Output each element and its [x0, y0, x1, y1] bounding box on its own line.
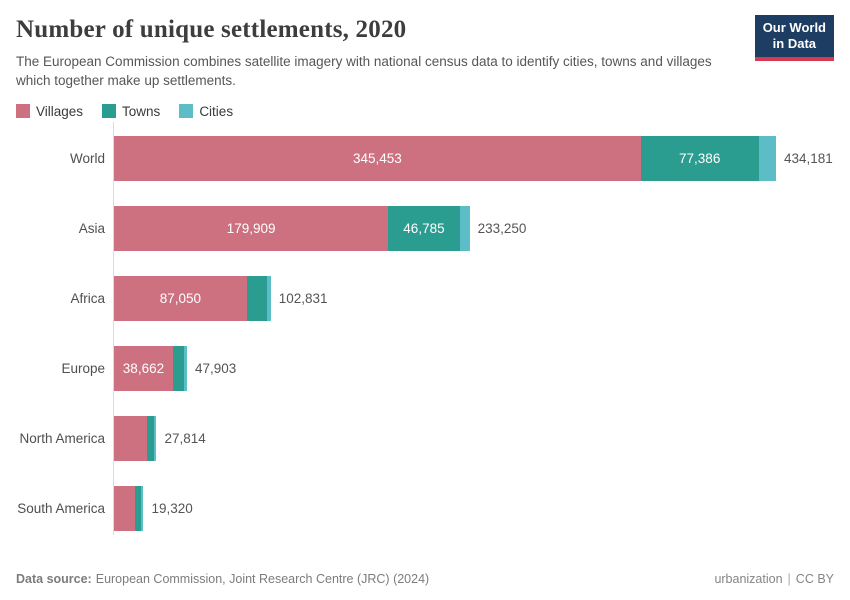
total-value-label: 102,831 — [278, 290, 328, 306]
y-axis-line — [113, 121, 114, 535]
bar-segment-towns[interactable]: 46,785 — [388, 205, 460, 251]
stacked-bar[interactable]: 179,909 46,785 — [114, 205, 470, 251]
bar-segment-villages[interactable]: 179,909 — [114, 205, 389, 251]
bar-segment-villages[interactable] — [114, 415, 148, 461]
bar-segment-villages[interactable]: 345,453 — [114, 135, 641, 181]
stacked-bar[interactable] — [114, 485, 144, 531]
data-source-label: Data source: — [16, 572, 92, 586]
page-title: Number of unique settlements, 2020 — [16, 16, 407, 43]
urbanization-link[interactable]: urbanization — [714, 572, 783, 586]
bar-segment-villages[interactable]: 38,662 — [114, 345, 173, 391]
stacked-bar[interactable]: 38,662 — [114, 345, 187, 391]
cc-by-label[interactable]: CC BY — [795, 572, 834, 586]
bar-segment-villages[interactable]: 87,050 — [114, 275, 247, 321]
legend-item-towns[interactable]: Towns — [102, 104, 160, 119]
legend-swatch-icon — [102, 104, 117, 119]
legend-label: Cities — [199, 103, 234, 119]
bar-segment-towns[interactable]: 77,386 — [640, 135, 759, 181]
legend-label: Towns — [122, 103, 161, 119]
chart-footer: Data source: European Commission, Joint R… — [16, 572, 834, 586]
footer-license: urbanization | CC BY — [714, 572, 834, 586]
legend-swatch-icon — [16, 104, 30, 119]
stacked-bar[interactable] — [114, 415, 157, 461]
chart-row: World 345,453 77,386 434,181 — [16, 135, 834, 181]
legend-swatch-icon — [179, 104, 194, 119]
bar-segment-cities[interactable] — [141, 485, 144, 531]
bar-segment-cities[interactable] — [758, 135, 776, 181]
spacer — [16, 531, 834, 572]
segment-value-label: 87,050 — [159, 290, 201, 306]
bar-segment-towns[interactable] — [246, 275, 267, 321]
stacked-bar[interactable]: 87,050 — [114, 275, 271, 321]
bar-segment-cities[interactable] — [183, 345, 187, 391]
bar-segment-towns[interactable] — [134, 485, 142, 531]
data-source-text: European Commission, Joint Research Cent… — [95, 572, 430, 586]
total-value-label: 233,250 — [477, 220, 527, 236]
total-value-label: 434,181 — [783, 150, 833, 166]
data-source: Data source: European Commission, Joint R… — [16, 572, 429, 586]
segment-value-label: 77,386 — [679, 150, 721, 166]
segment-value-label: 179,909 — [226, 220, 276, 236]
segment-value-label: 46,785 — [403, 220, 445, 236]
bar-chart: World 345,453 77,386 434,181 Asia 179,909 46,7… — [16, 121, 834, 535]
bar-segment-cities[interactable] — [154, 415, 157, 461]
legend-item-cities[interactable]: Cities — [179, 104, 233, 119]
footer-separator: | — [787, 572, 791, 586]
bar-segment-villages[interactable] — [114, 485, 135, 531]
owid-logo-line2: in Data — [772, 36, 817, 52]
category-label: Asia — [78, 220, 105, 236]
chart-row: South America 19,320 — [16, 485, 834, 531]
category-label: Africa — [70, 290, 105, 306]
segment-value-label: 345,453 — [352, 150, 402, 166]
owid-logo-line1: Our World — [762, 20, 826, 35]
bar-segment-towns[interactable] — [147, 415, 155, 461]
category-label: North America — [19, 430, 105, 446]
total-value-label: 47,903 — [194, 360, 237, 376]
stacked-bar[interactable]: 345,453 77,386 — [114, 135, 776, 181]
category-label: World — [69, 150, 105, 166]
category-label: Europe — [61, 360, 105, 376]
chart-row: North America 27,814 — [16, 415, 834, 461]
bar-segment-towns[interactable] — [172, 345, 184, 391]
category-label: South America — [17, 500, 105, 516]
legend: Villages Towns Cities — [16, 104, 834, 119]
bar-segment-cities[interactable] — [266, 275, 271, 321]
total-value-label: 19,320 — [151, 500, 193, 516]
chart-row: Asia 179,909 46,785 233,250 — [16, 205, 834, 251]
legend-item-villages[interactable]: Villages — [16, 104, 83, 119]
chart-subtitle: The European Commission combines satelli… — [16, 54, 712, 88]
chart-row: Africa 87,050 102,831 — [16, 275, 834, 321]
legend-label: Villages — [36, 103, 84, 119]
owid-logo[interactable]: Our World in Data — [754, 15, 834, 61]
segment-value-label: 38,662 — [122, 360, 165, 376]
chart-row: Europe 38,662 47,903 — [16, 345, 834, 391]
bar-segment-cities[interactable] — [459, 205, 470, 251]
total-value-label: 27,814 — [164, 430, 206, 446]
